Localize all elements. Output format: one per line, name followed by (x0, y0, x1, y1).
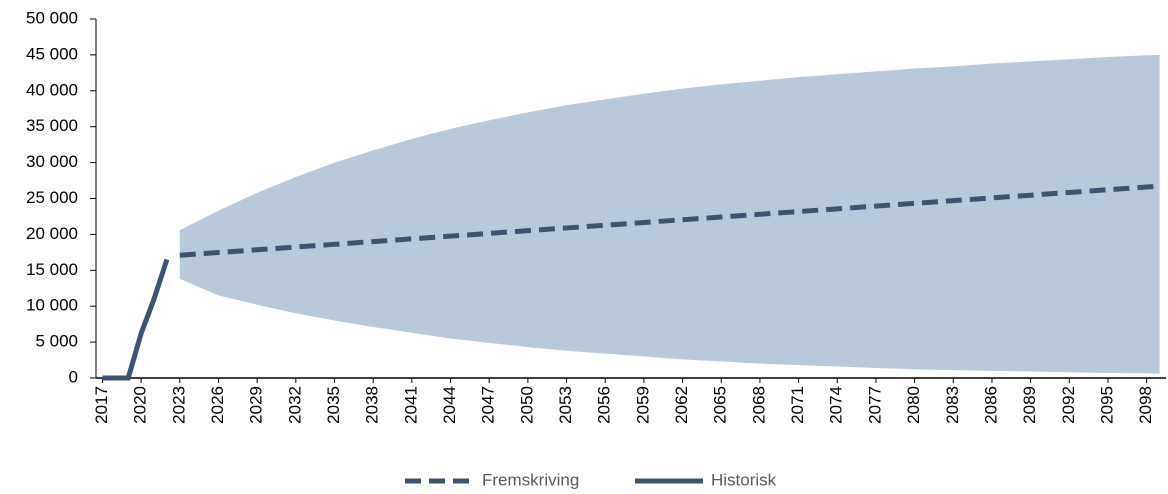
y-tick-label: 40 000 (26, 80, 78, 99)
x-tick-label: 2068 (749, 386, 768, 424)
y-tick-label: 10 000 (26, 296, 78, 315)
x-tick-label: 2044 (440, 386, 459, 424)
band-area (179, 54, 1160, 374)
x-tick-label: 2029 (247, 386, 266, 424)
x-tick-label: 2053 (556, 386, 575, 424)
y-tick-label: 35 000 (26, 116, 78, 135)
x-tick-label: 2047 (479, 386, 498, 424)
y-tick-label: 5 000 (35, 332, 78, 351)
x-tick-label: 2074 (827, 386, 846, 424)
x-tick-label: 2077 (865, 386, 884, 424)
x-tick-label: 2056 (595, 386, 614, 424)
x-tick-label: 2065 (711, 386, 730, 424)
x-tick-label: 2098 (1136, 386, 1155, 424)
legend-label: Fremskriving (482, 470, 579, 489)
x-tick-label: 2038 (363, 386, 382, 424)
legend: Fremskriving Historisk (405, 470, 777, 489)
x-tick-label: 2083 (943, 386, 962, 424)
x-tick-label: 2095 (1097, 386, 1116, 424)
legend-label: Historisk (711, 470, 777, 489)
x-tick-label: 2026 (208, 386, 227, 424)
x-tick-label: 2020 (131, 386, 150, 424)
x-tick-label: 2092 (1059, 386, 1078, 424)
x-tick-label: 2023 (169, 386, 188, 424)
y-tick-label: 45 000 (26, 44, 78, 63)
x-tick-label: 2062 (672, 386, 691, 424)
y-tick-label: 15 000 (26, 260, 78, 279)
y-tick-label: 25 000 (26, 188, 78, 207)
y-tick-label: 0 (69, 367, 78, 386)
y-tick-label: 20 000 (26, 224, 78, 243)
x-tick-label: 2035 (324, 386, 343, 424)
x-tick-label: 2080 (904, 386, 923, 424)
x-tick-label: 2089 (1020, 386, 1039, 424)
x-tick-label: 2017 (92, 386, 111, 424)
y-tick-label: 30 000 (26, 152, 78, 171)
x-tick-label: 2050 (517, 386, 536, 424)
x-tick-label: 2041 (401, 386, 420, 424)
series-line (179, 183, 1160, 258)
x-tick-label: 2032 (285, 386, 304, 424)
series-line (102, 258, 170, 381)
x-tick-label: 2086 (981, 386, 1000, 424)
x-tick-label: 2071 (788, 386, 807, 424)
y-tick-label: 50 000 (26, 8, 78, 27)
x-tick-label: 2059 (633, 386, 652, 424)
